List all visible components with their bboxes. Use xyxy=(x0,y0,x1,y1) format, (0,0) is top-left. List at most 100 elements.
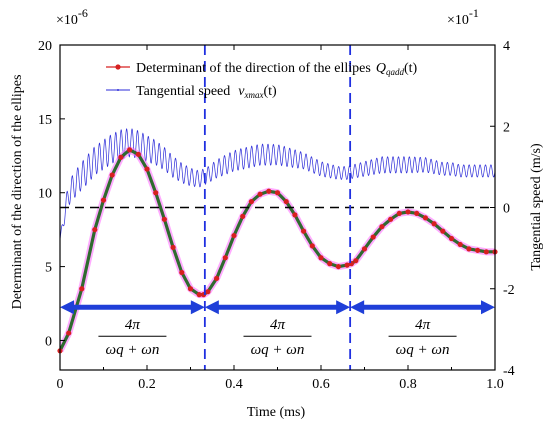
y-right-tick-label: 0 xyxy=(503,202,510,217)
determinant-point xyxy=(422,215,428,221)
period-arrow-head-right xyxy=(190,300,205,315)
determinant-point xyxy=(109,172,115,178)
determinant-point xyxy=(66,330,72,336)
determinant-point xyxy=(179,269,185,276)
series-line-tangential-speed xyxy=(60,128,495,241)
period-arrow-head-left xyxy=(60,300,74,315)
determinant-point xyxy=(266,188,272,194)
period-arrow: 4π ωq + ωn xyxy=(350,300,495,358)
period-arrow-head-right xyxy=(481,300,495,315)
determinant-point xyxy=(405,209,411,215)
determinant-point xyxy=(388,216,394,222)
x-tick-label: 1.0 xyxy=(486,377,504,392)
determinant-point xyxy=(344,262,350,268)
determinant-point xyxy=(335,263,341,270)
legend-name-speed: Tangential speed xyxy=(136,84,230,99)
determinant-point xyxy=(457,241,463,248)
y-left-tick-label: 20 xyxy=(38,39,52,54)
y-right-tick-label: 4 xyxy=(503,39,510,54)
legend-arg-speed: (t) xyxy=(263,84,277,99)
x-tick-label: 0.8 xyxy=(399,377,417,392)
determinant-point xyxy=(466,246,472,252)
determinant-point xyxy=(248,198,254,205)
left-multiplier-base: ×10 xyxy=(56,13,78,28)
determinant-point xyxy=(448,235,455,242)
period-fraction-denominator: ωq + ωn xyxy=(106,342,160,358)
y-left-tick-label: 15 xyxy=(38,113,52,128)
determinant-point xyxy=(414,210,420,217)
right-multiplier-exp: -1 xyxy=(469,6,479,20)
y-right-tick-label: 2 xyxy=(503,120,510,135)
determinant-point xyxy=(379,224,385,230)
legend-sub-speed: xmax xyxy=(243,90,263,100)
legend-arg-determinant: (t) xyxy=(404,61,418,76)
legend-math-determinant: Q xyxy=(376,61,386,76)
series-layer xyxy=(57,128,498,354)
legend-marker-determinant xyxy=(115,64,121,70)
determinant-point xyxy=(231,232,237,239)
determinant-point xyxy=(161,216,167,222)
x-axis-label: Time (ms) xyxy=(247,405,306,420)
period-arrow-head-right xyxy=(336,300,351,315)
x-tick-label: 0 xyxy=(57,377,64,392)
period-arrow: 4π ωq + ωn xyxy=(204,300,351,358)
determinant-point xyxy=(187,286,194,292)
period-fraction-denominator: ωq + ωn xyxy=(251,342,305,358)
period-fraction-numerator: 4π xyxy=(270,317,286,333)
determinant-point xyxy=(370,234,376,240)
x-tick-label: 0.6 xyxy=(312,377,330,392)
y-left-tick-label: 5 xyxy=(45,261,52,276)
determinant-point xyxy=(353,258,359,264)
determinant-point xyxy=(205,289,211,295)
left-multiplier-exp: -6 xyxy=(78,6,88,20)
determinant-point xyxy=(283,198,289,205)
determinant-point xyxy=(475,247,481,253)
determinant-point xyxy=(327,261,333,267)
determinant-point xyxy=(431,221,437,227)
y-left-tick-label: 10 xyxy=(38,187,52,202)
legend-label-determinant: Determinant of the direction of the elli… xyxy=(136,61,417,77)
legend-entry-determinant: Determinant of the direction of the elli… xyxy=(106,61,417,77)
determinant-point xyxy=(214,275,220,282)
legend-marker-speed xyxy=(117,89,119,91)
y-axis-right-label: Tangential speed (m/s) xyxy=(529,143,544,271)
determinant-point xyxy=(196,292,202,298)
determinant-point xyxy=(79,286,85,292)
x-tick-label: 0.4 xyxy=(225,377,243,392)
axes-layer: 0 0.2 0.4 0.6 0.8 1.0 0 5 10 15 20 -4 -2 0 2 4 xyxy=(38,39,515,392)
determinant-point xyxy=(92,227,98,233)
right-multiplier-base: ×10 xyxy=(447,13,469,28)
period-arrow-head-left xyxy=(204,300,219,315)
determinant-point xyxy=(309,243,315,249)
legend-entry-speed: Tangential speed vxmax(t) xyxy=(106,84,277,100)
determinant-point xyxy=(153,190,159,196)
determinant-point xyxy=(301,228,307,234)
determinant-point xyxy=(222,255,228,261)
determinant-point xyxy=(118,154,124,160)
determinant-point xyxy=(274,190,281,196)
legend-label-speed: Tangential speed vxmax(t) xyxy=(136,84,277,100)
period-fraction-denominator: ωq + ωn xyxy=(396,342,450,358)
determinant-point xyxy=(292,212,298,218)
legend-math-speed: v xyxy=(238,84,245,99)
legend-name-determinant: Determinant of the direction of the elli… xyxy=(136,61,371,76)
y-left-tick-label: 0 xyxy=(45,334,52,349)
determinant-point xyxy=(318,255,324,261)
period-arrow-head-left xyxy=(350,300,365,315)
y-right-tick-label: -2 xyxy=(503,283,515,298)
period-arrow: 4π ωq + ωn xyxy=(60,300,205,358)
legend-sub-determinant: qadd xyxy=(386,67,405,77)
determinant-point xyxy=(440,228,446,234)
period-fraction-numerator: 4π xyxy=(125,317,141,333)
determinant-point xyxy=(396,210,402,217)
determinant-point xyxy=(240,213,246,219)
x-tick-label: 0.2 xyxy=(138,377,156,392)
y-axis-left-label: Determinant of the direction of the elli… xyxy=(10,75,25,310)
determinant-point xyxy=(257,191,263,197)
legend: Determinant of the direction of the elli… xyxy=(106,61,417,100)
right-multiplier: ×10-1 xyxy=(447,6,479,28)
determinant-point xyxy=(483,249,489,255)
period-fraction-numerator: 4π xyxy=(415,317,431,333)
determinant-point xyxy=(100,197,107,203)
